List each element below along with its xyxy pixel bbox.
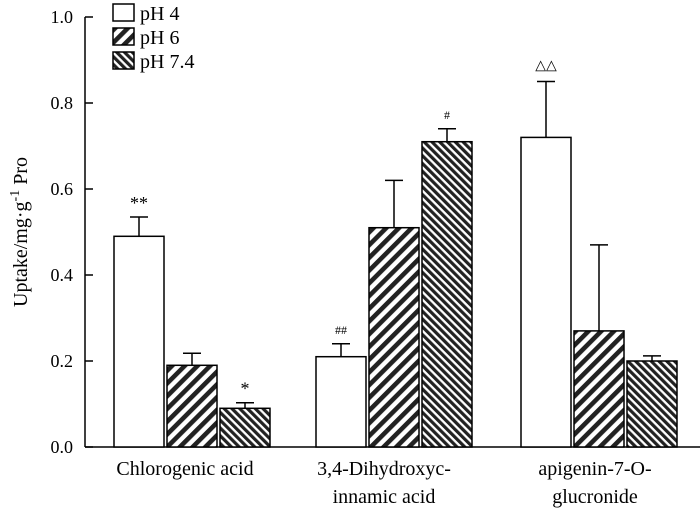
bar bbox=[421, 140, 473, 448]
bar bbox=[113, 235, 165, 448]
bar bbox=[626, 360, 678, 448]
x-category-label: Chlorogenic acid bbox=[116, 458, 253, 480]
legend-label: pH 4 bbox=[140, 3, 179, 25]
significance-label: # bbox=[444, 108, 450, 122]
legend-label: pH 6 bbox=[140, 27, 179, 49]
significance-label: ## bbox=[335, 323, 347, 337]
y-tick-label: 0.0 bbox=[51, 437, 74, 457]
x-category-label: apigenin-7-O- bbox=[538, 458, 651, 480]
significance-label: * bbox=[241, 379, 250, 399]
bar bbox=[573, 330, 625, 448]
y-tick-label: 0.4 bbox=[51, 265, 74, 285]
bar bbox=[166, 364, 218, 448]
y-tick-label: 0.6 bbox=[51, 179, 74, 199]
bars: ***###△△ bbox=[113, 59, 678, 448]
legend-swatch bbox=[112, 3, 135, 22]
x-category-label: innamic acid bbox=[333, 486, 436, 508]
significance-label: ** bbox=[130, 193, 148, 213]
y-tick-label: 1.0 bbox=[51, 7, 74, 27]
bar bbox=[315, 355, 367, 448]
legend: pH 4pH 6pH 7.4 bbox=[112, 3, 194, 73]
x-category-label: glucronide bbox=[552, 486, 638, 508]
bar bbox=[368, 226, 420, 448]
significance-label: △△ bbox=[535, 59, 557, 74]
x-category-label: 3,4-Dihydroxyc- bbox=[317, 458, 451, 480]
legend-label: pH 7.4 bbox=[140, 51, 194, 73]
y-tick-label: 0.2 bbox=[51, 351, 74, 371]
legend-swatch bbox=[112, 51, 135, 70]
bar bbox=[219, 407, 271, 448]
axis-labels: Uptake/mg·g-1 Pro Chlorogenic acid 3,4-Dih… bbox=[8, 157, 652, 508]
y-tick-label: 0.8 bbox=[51, 93, 74, 113]
legend-swatch bbox=[112, 27, 135, 46]
bar bbox=[520, 136, 572, 448]
y-axis-label: Uptake/mg·g-1 Pro bbox=[8, 157, 32, 307]
